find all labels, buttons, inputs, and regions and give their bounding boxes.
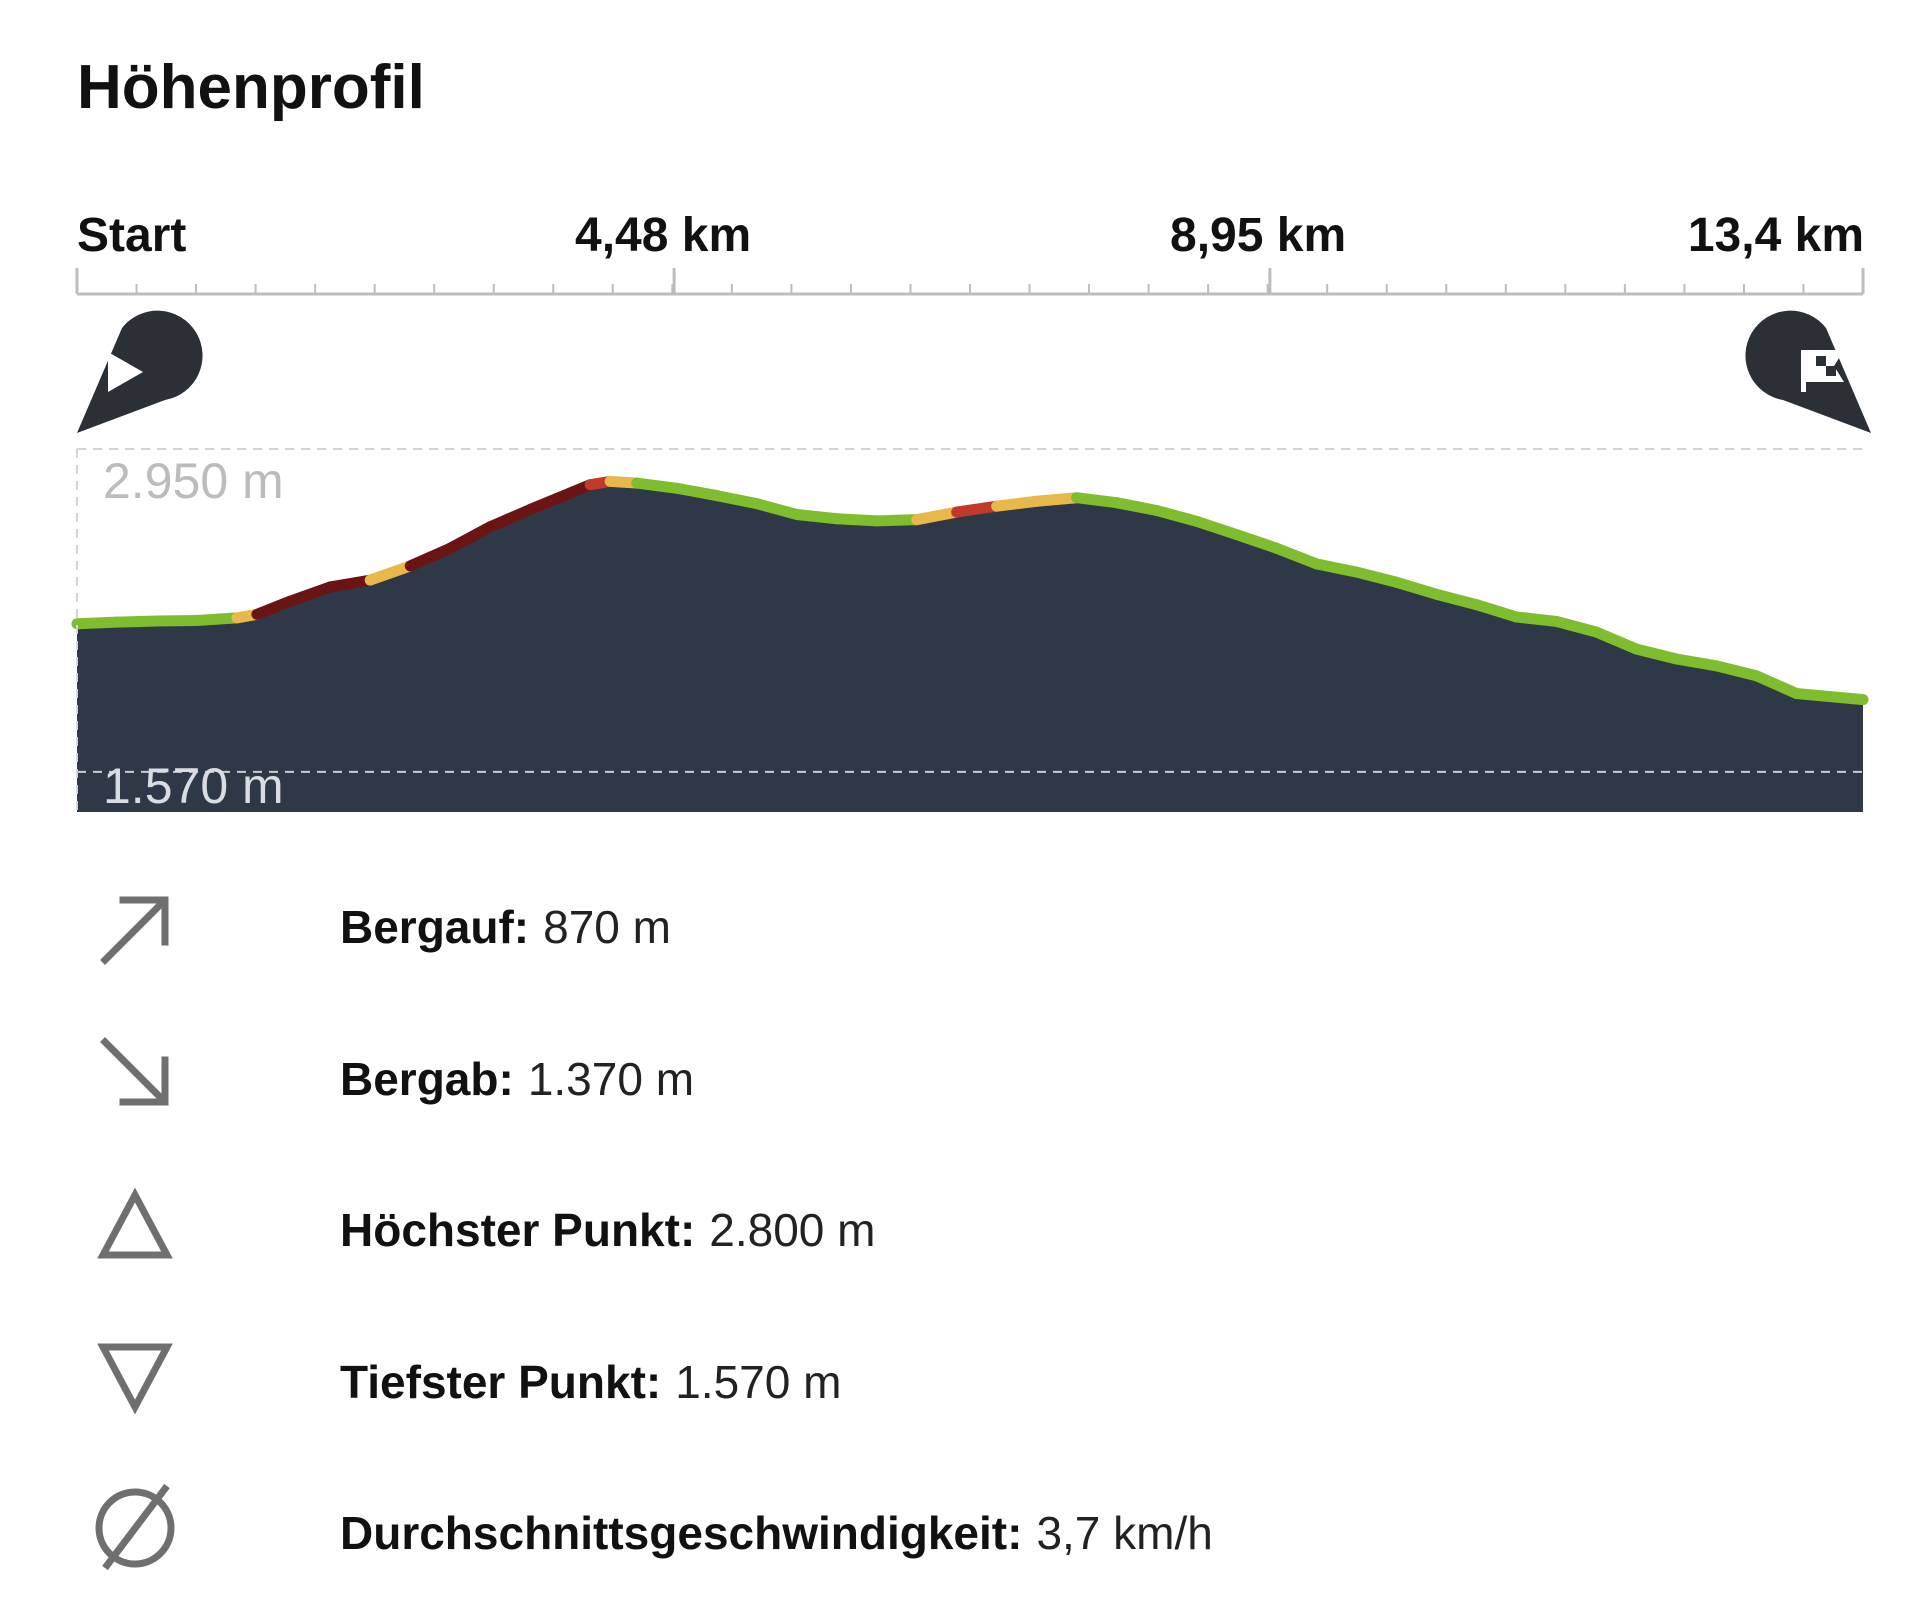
triangle-down-icon — [97, 1343, 173, 1415]
elevation-line-segment — [1391, 576, 1442, 600]
elevation-line-segment — [1630, 643, 1682, 665]
stat-row-descent: Bergab: 1.370 m — [0, 1022, 1920, 1142]
reference-lines: 2.950 m 1.570 m — [76, 448, 1863, 814]
stat-label: Bergauf: — [340, 901, 530, 953]
arrow-up-right-icon — [100, 896, 169, 965]
distance-label-end: 13,4 km — [1687, 209, 1864, 262]
reference-label-min: 1.570 m — [103, 758, 284, 814]
stat-label: Durchschnittsgeschwindigkeit: — [340, 1507, 1023, 1559]
elevation-line-segment — [1351, 566, 1403, 588]
stat-row-speed: Durchschnittsgeschwindigkeit: 3,7 km/h — [0, 1476, 1920, 1596]
elevation-line-segment — [791, 508, 843, 525]
arrow-down-right-icon — [100, 1037, 169, 1106]
elevation-line-segment — [631, 477, 683, 494]
page-title: Höhenprofil — [77, 53, 425, 122]
elevation-line-segment — [1231, 529, 1283, 554]
stat-value: 2.800 m — [709, 1204, 876, 1256]
elevation-line-segment — [1111, 497, 1163, 516]
finish-marker-icon[interactable] — [1745, 310, 1871, 433]
elevation-line-segment — [831, 513, 883, 527]
elevation-line-segment — [1430, 588, 1482, 611]
elevation-line-segment — [524, 487, 576, 516]
elevation-line-segment — [191, 612, 243, 626]
elevation-line-segment — [111, 615, 163, 628]
stat-value: 1.570 m — [675, 1356, 842, 1408]
stat-row-highest: Höchster Punkt: 2.800 m — [0, 1173, 1920, 1293]
distance-label-2: 8,95 km — [1170, 209, 1347, 262]
elevation-line-segment — [911, 506, 963, 526]
elevation-area — [77, 481, 1863, 812]
elevation-line-segment — [284, 581, 336, 607]
elevation-line-segment — [991, 495, 1043, 512]
elevation-profile-chart[interactable]: 2.950 m 1.570 m — [0, 0, 1920, 860]
elevation-line-segment — [711, 490, 763, 510]
elevation-line-segment — [1670, 653, 1722, 672]
elevation-line-segment — [1750, 670, 1802, 699]
stat-row-lowest: Tiefster Punkt: 1.570 m — [0, 1325, 1920, 1445]
stat-value: 870 m — [543, 901, 671, 953]
elevation-line-segment — [1191, 515, 1243, 541]
elevation-line-segment — [1151, 504, 1203, 527]
elevation-line-segment — [484, 504, 536, 533]
average-icon — [95, 1483, 175, 1571]
start-marker-icon[interactable] — [77, 310, 203, 433]
stat-row-ascent: Bergauf: 870 m — [0, 870, 1920, 990]
elevation-line-segment — [444, 521, 496, 554]
stat-value: 1.370 m — [527, 1053, 695, 1105]
elevation-line-segment — [671, 482, 723, 502]
elevation-line-segment — [871, 514, 923, 527]
elevation-line-segment — [1590, 626, 1642, 655]
elevation-line-segment — [1031, 492, 1083, 507]
elevation-line-segment — [71, 616, 123, 630]
stat-value: 3,7 km/h — [1036, 1507, 1213, 1559]
elevation-area-fill — [77, 481, 1863, 812]
reference-label-max: 2.950 m — [103, 453, 284, 509]
elevation-line-segment — [751, 498, 803, 520]
stat-label: Höchster Punkt: — [340, 1204, 696, 1256]
distance-ruler — [75, 268, 1865, 296]
distance-label-start: Start — [77, 209, 187, 262]
triangle-up-icon — [97, 1187, 173, 1259]
elevation-line-segment — [1311, 558, 1363, 578]
elevation-line-segment — [1470, 599, 1522, 623]
elevation-line-segment — [1510, 611, 1562, 627]
elevation-line-segment — [404, 542, 456, 572]
distance-label-1: 4,48 km — [575, 209, 752, 262]
elevation-line-segment — [1550, 615, 1602, 638]
elevation-line-segment — [1790, 687, 1869, 706]
elevation-line-segment — [324, 574, 376, 593]
elevation-line-segment — [1071, 492, 1123, 509]
stat-label: Tiefster Punkt: — [340, 1356, 662, 1408]
elevation-line — [71, 475, 1869, 706]
elevation-line-segment — [1271, 542, 1323, 570]
elevation-line-segment — [251, 595, 296, 620]
elevation-line-segment — [364, 560, 416, 586]
elevation-line-segment — [1710, 660, 1762, 682]
elevation-line-segment — [951, 500, 1003, 518]
stat-label: Bergab: — [340, 1053, 514, 1105]
